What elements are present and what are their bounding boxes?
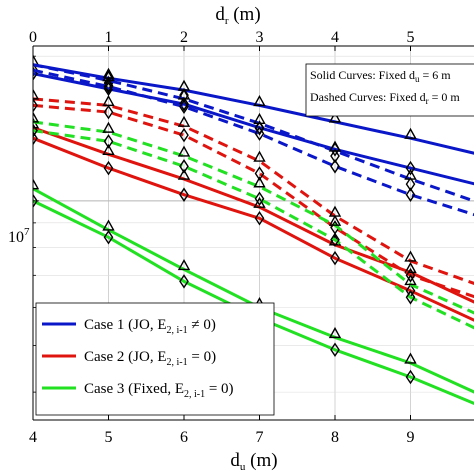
top-tick-label: 3	[256, 29, 264, 46]
marker-diamond	[103, 79, 114, 94]
marker-diamond	[254, 126, 265, 141]
series-line-case-3-dashed	[33, 129, 474, 330]
marker-triangle	[177, 115, 191, 127]
note-line-solid: Solid Curves: Fixed du = 6 m	[310, 68, 451, 84]
bottom-tick-label: 7	[256, 429, 264, 446]
marker-triangle	[404, 250, 417, 262]
bottom-tick-label: 4	[29, 429, 37, 446]
marker-diamond	[179, 274, 189, 289]
bottom-tick-label: 6	[180, 429, 188, 446]
marker-diamond	[254, 121, 265, 136]
marker-triangle	[404, 352, 417, 364]
bottom-axis-label: du (m)	[230, 450, 277, 473]
marker-diamond	[254, 211, 265, 226]
marker-triangle	[253, 176, 266, 188]
bottom-tick-label: 9	[407, 429, 415, 446]
marker-diamond	[103, 160, 114, 176]
top-tick-label: 0	[29, 29, 37, 46]
marker-triangle	[253, 196, 266, 208]
top-tick-label: 4	[331, 29, 339, 46]
legend: Case 1 (JO, E2, i-1 ≠ 0) Case 2 (JO, E2,…	[35, 302, 275, 416]
legend-label-case-2: Case 2 (JO, E2, i-1 = 0)	[84, 349, 216, 368]
marker-triangle	[177, 145, 191, 157]
note-line-dashed: Dashed Curves: Fixed dr = 0 m	[310, 90, 460, 106]
marker-diamond	[179, 96, 189, 112]
marker-diamond	[405, 290, 416, 305]
marker-diamond	[405, 176, 416, 192]
axes: 4 5 6 7 8 9 0 1 2 3 4 5	[29, 29, 474, 446]
marker-diamond	[33, 123, 38, 138]
marker-triangle	[102, 219, 115, 231]
marker-diamond	[330, 232, 340, 248]
marker-diamond	[405, 268, 416, 283]
top-tick-label: 1	[105, 29, 113, 46]
marker-diamond	[33, 62, 38, 77]
marker-diamond	[405, 187, 416, 202]
legend-label-case-1: Case 1 (JO, E2, i-1 ≠ 0)	[84, 317, 216, 336]
marker-diamond	[103, 134, 114, 149]
series-group	[33, 54, 474, 406]
marker-diamond	[330, 159, 340, 174]
marker-diamond	[179, 99, 189, 114]
marker-triangle	[33, 111, 40, 123]
marker-triangle	[253, 94, 266, 107]
marker-diamond	[254, 166, 265, 181]
marker-triangle	[33, 178, 40, 190]
marker-diamond	[405, 369, 416, 385]
marker-triangle	[177, 168, 191, 180]
curve-style-note: Solid Curves: Fixed du = 6 m Dashed Curv…	[305, 63, 474, 117]
marker-diamond	[33, 98, 38, 113]
marker-diamond	[179, 127, 189, 143]
marker-diamond	[330, 148, 340, 164]
top-tick-label: 2	[180, 29, 188, 46]
top-axis-label: dr (m)	[215, 4, 260, 27]
marker-triangle	[328, 111, 342, 123]
marker-diamond	[179, 159, 189, 174]
top-tick-label: 5	[407, 29, 415, 46]
marker-triangle	[404, 274, 417, 286]
marker-triangle	[404, 127, 417, 139]
marker-triangle	[102, 143, 115, 155]
marker-diamond	[405, 160, 416, 176]
legend-label-case-3: Case 3 (Fixed, E2, i-1 = 0)	[84, 381, 234, 400]
y-tick-label: 107	[8, 226, 30, 246]
marker-triangle	[177, 258, 191, 271]
marker-triangle	[33, 88, 40, 100]
marker-diamond	[33, 130, 38, 146]
marker-triangle	[328, 214, 342, 226]
marker-diamond	[33, 193, 38, 209]
bottom-tick-label: 5	[105, 429, 113, 446]
marker-diamond	[254, 191, 265, 207]
marker-triangle	[253, 150, 266, 162]
marker-triangle	[404, 261, 417, 274]
marker-diamond	[103, 229, 114, 245]
marker-diamond	[330, 342, 340, 358]
bottom-tick-label: 8	[331, 429, 339, 446]
marker-triangle	[328, 326, 342, 339]
marker-diamond	[330, 250, 340, 266]
marker-triangle	[102, 121, 115, 133]
marker-diamond	[103, 104, 114, 120]
marker-triangle	[33, 54, 40, 66]
marker-diamond	[179, 187, 189, 202]
